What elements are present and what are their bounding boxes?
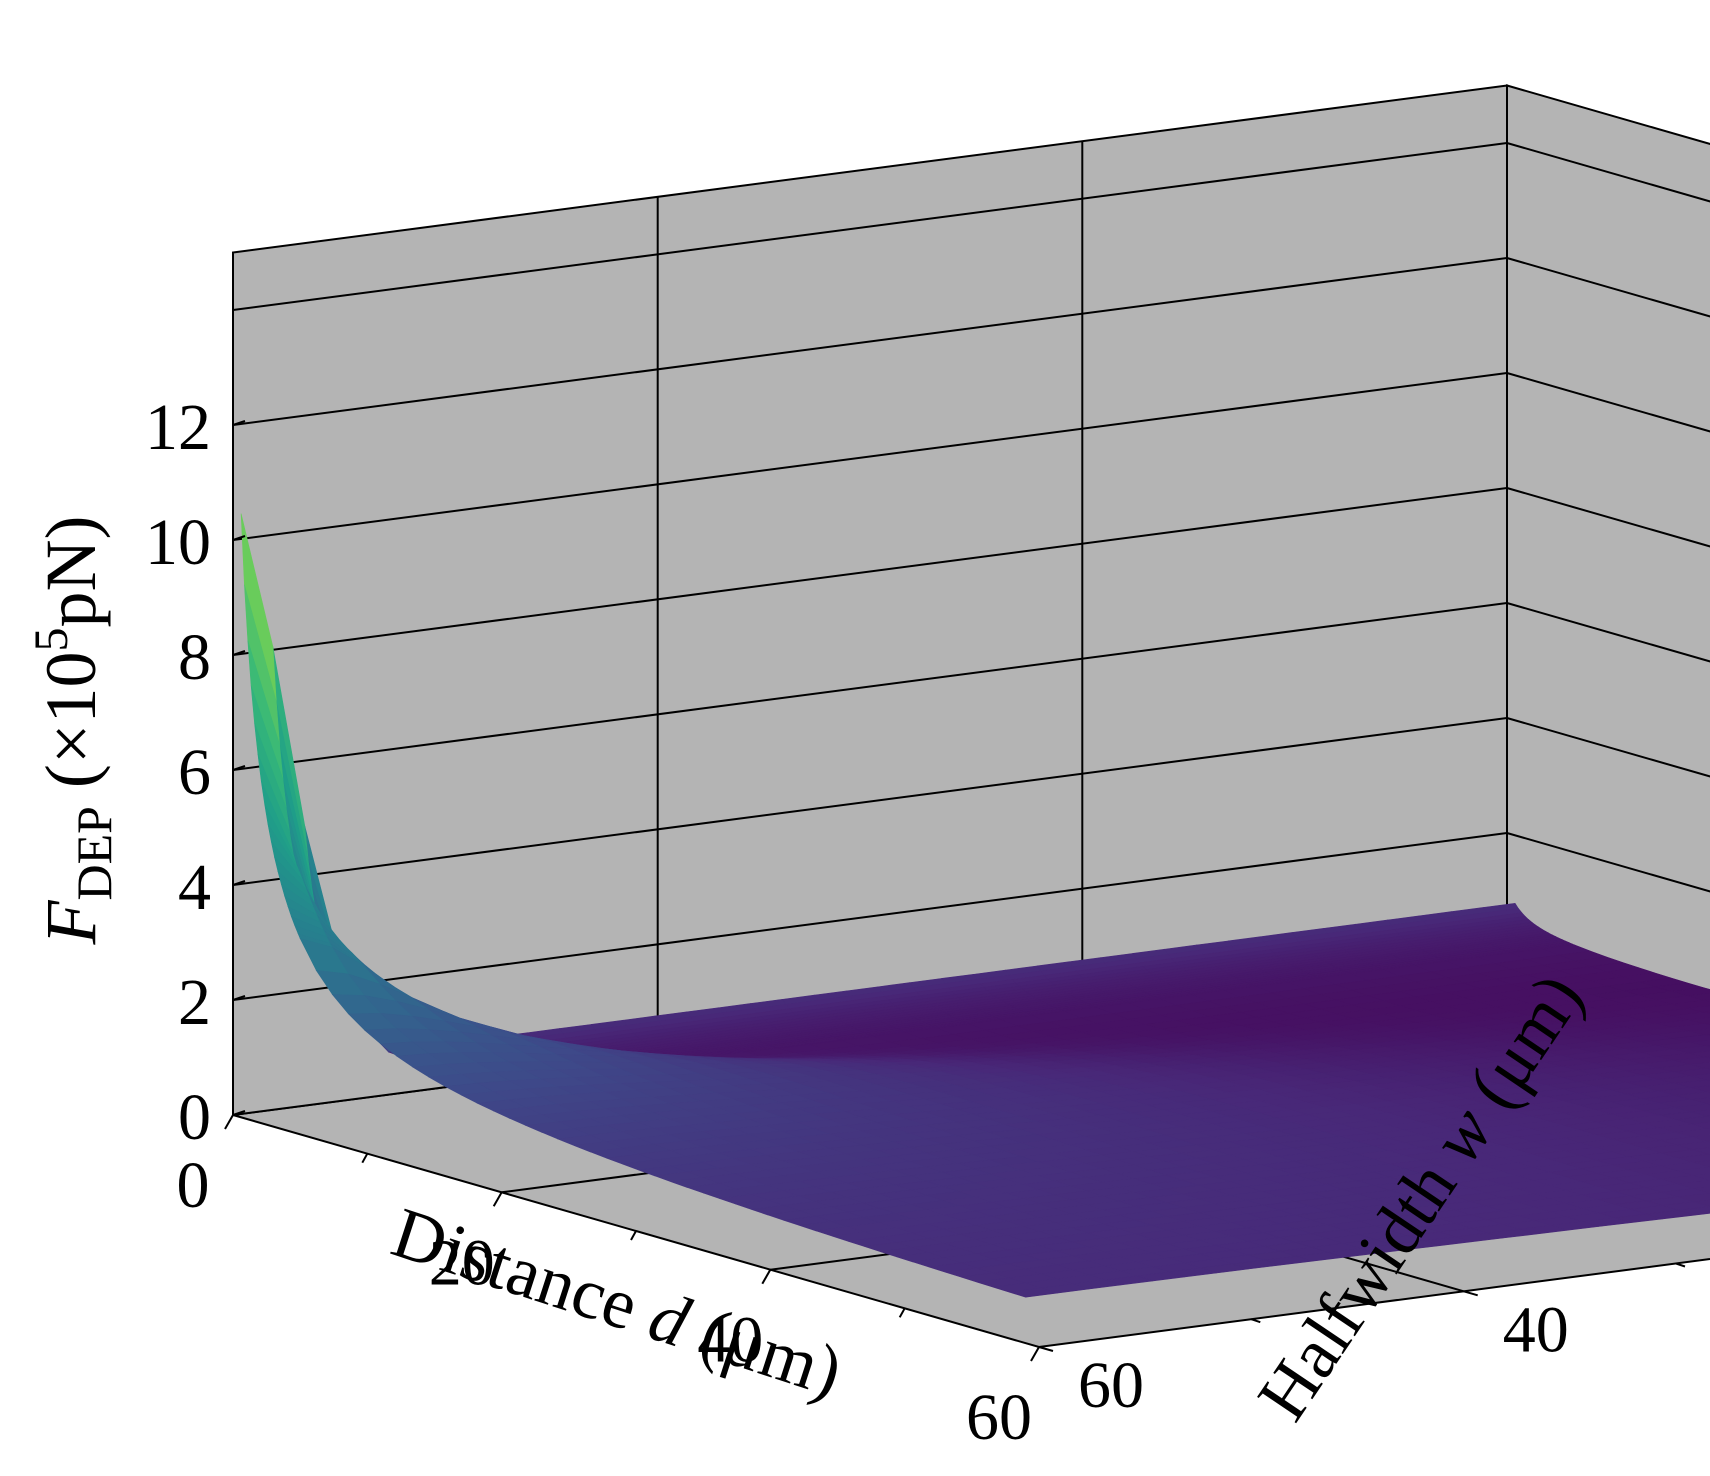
y-tick-mark xyxy=(1038,1346,1054,1352)
z-tick-label: 4 xyxy=(178,851,211,924)
z-tick-label: 12 xyxy=(145,391,211,464)
grid-line-side-z xyxy=(1506,257,1710,318)
grid-line-back-z xyxy=(232,372,1508,541)
tick-marks xyxy=(224,420,1686,1362)
z-tick-mark xyxy=(232,1110,246,1116)
grid-line-back-z xyxy=(232,142,1508,311)
grid-line-side-z xyxy=(1506,372,1710,433)
y-tick-label: 40 xyxy=(1503,1293,1569,1366)
x-tick-mark xyxy=(224,1114,234,1130)
x-tick-label: 0 xyxy=(177,1149,210,1222)
grid-line-back-z xyxy=(232,257,1508,426)
grid-line-back-z xyxy=(232,717,1508,886)
z-tick-label: 10 xyxy=(145,506,211,579)
x-tick-label: 40 xyxy=(697,1304,763,1377)
z-tick-mark xyxy=(232,535,246,541)
grid-line-side-z xyxy=(1506,142,1710,203)
y-minor-tick xyxy=(1675,1262,1686,1268)
surface-facet xyxy=(1009,1287,1058,1298)
x-tick-mark xyxy=(492,1191,503,1207)
grid-line-back-z xyxy=(232,832,1508,1001)
y-tick-mark xyxy=(1463,1290,1478,1297)
z-tick-label: 8 xyxy=(178,621,211,694)
grid-line-back-z xyxy=(232,487,1508,656)
x-tick-mark xyxy=(761,1269,772,1285)
z-tick-label: 6 xyxy=(178,736,211,809)
x-minor-tick xyxy=(898,1307,906,1318)
z-tick-label: 0 xyxy=(178,1081,211,1154)
z-tick-mark xyxy=(232,995,246,1001)
grid-line-side-z xyxy=(1506,602,1710,663)
z-tick-label: 2 xyxy=(178,966,211,1039)
grid-line-side-z xyxy=(1506,832,1710,893)
x-minor-tick xyxy=(630,1230,637,1241)
z-tick-mark xyxy=(232,880,246,886)
y-tick-label: 60 xyxy=(1078,1349,1144,1422)
z-axis-title: FDEP (×105pN) xyxy=(25,515,122,945)
x-minor-tick xyxy=(361,1153,369,1164)
tick-labels: 02468101202040600204060 xyxy=(145,391,1569,1454)
grid-line-side-z xyxy=(1506,717,1710,778)
surface xyxy=(240,513,1710,1298)
grid-line-side-z xyxy=(1506,487,1710,548)
z-tick-mark xyxy=(232,650,246,656)
grid-line-back-z xyxy=(232,602,1508,771)
z-tick-mark xyxy=(232,420,246,426)
x-tick-mark xyxy=(1030,1346,1040,1362)
y-minor-tick xyxy=(1250,1318,1261,1324)
x-tick-label: 20 xyxy=(429,1226,495,1299)
x-tick-label: 60 xyxy=(966,1381,1032,1454)
z-tick-mark xyxy=(232,765,246,771)
